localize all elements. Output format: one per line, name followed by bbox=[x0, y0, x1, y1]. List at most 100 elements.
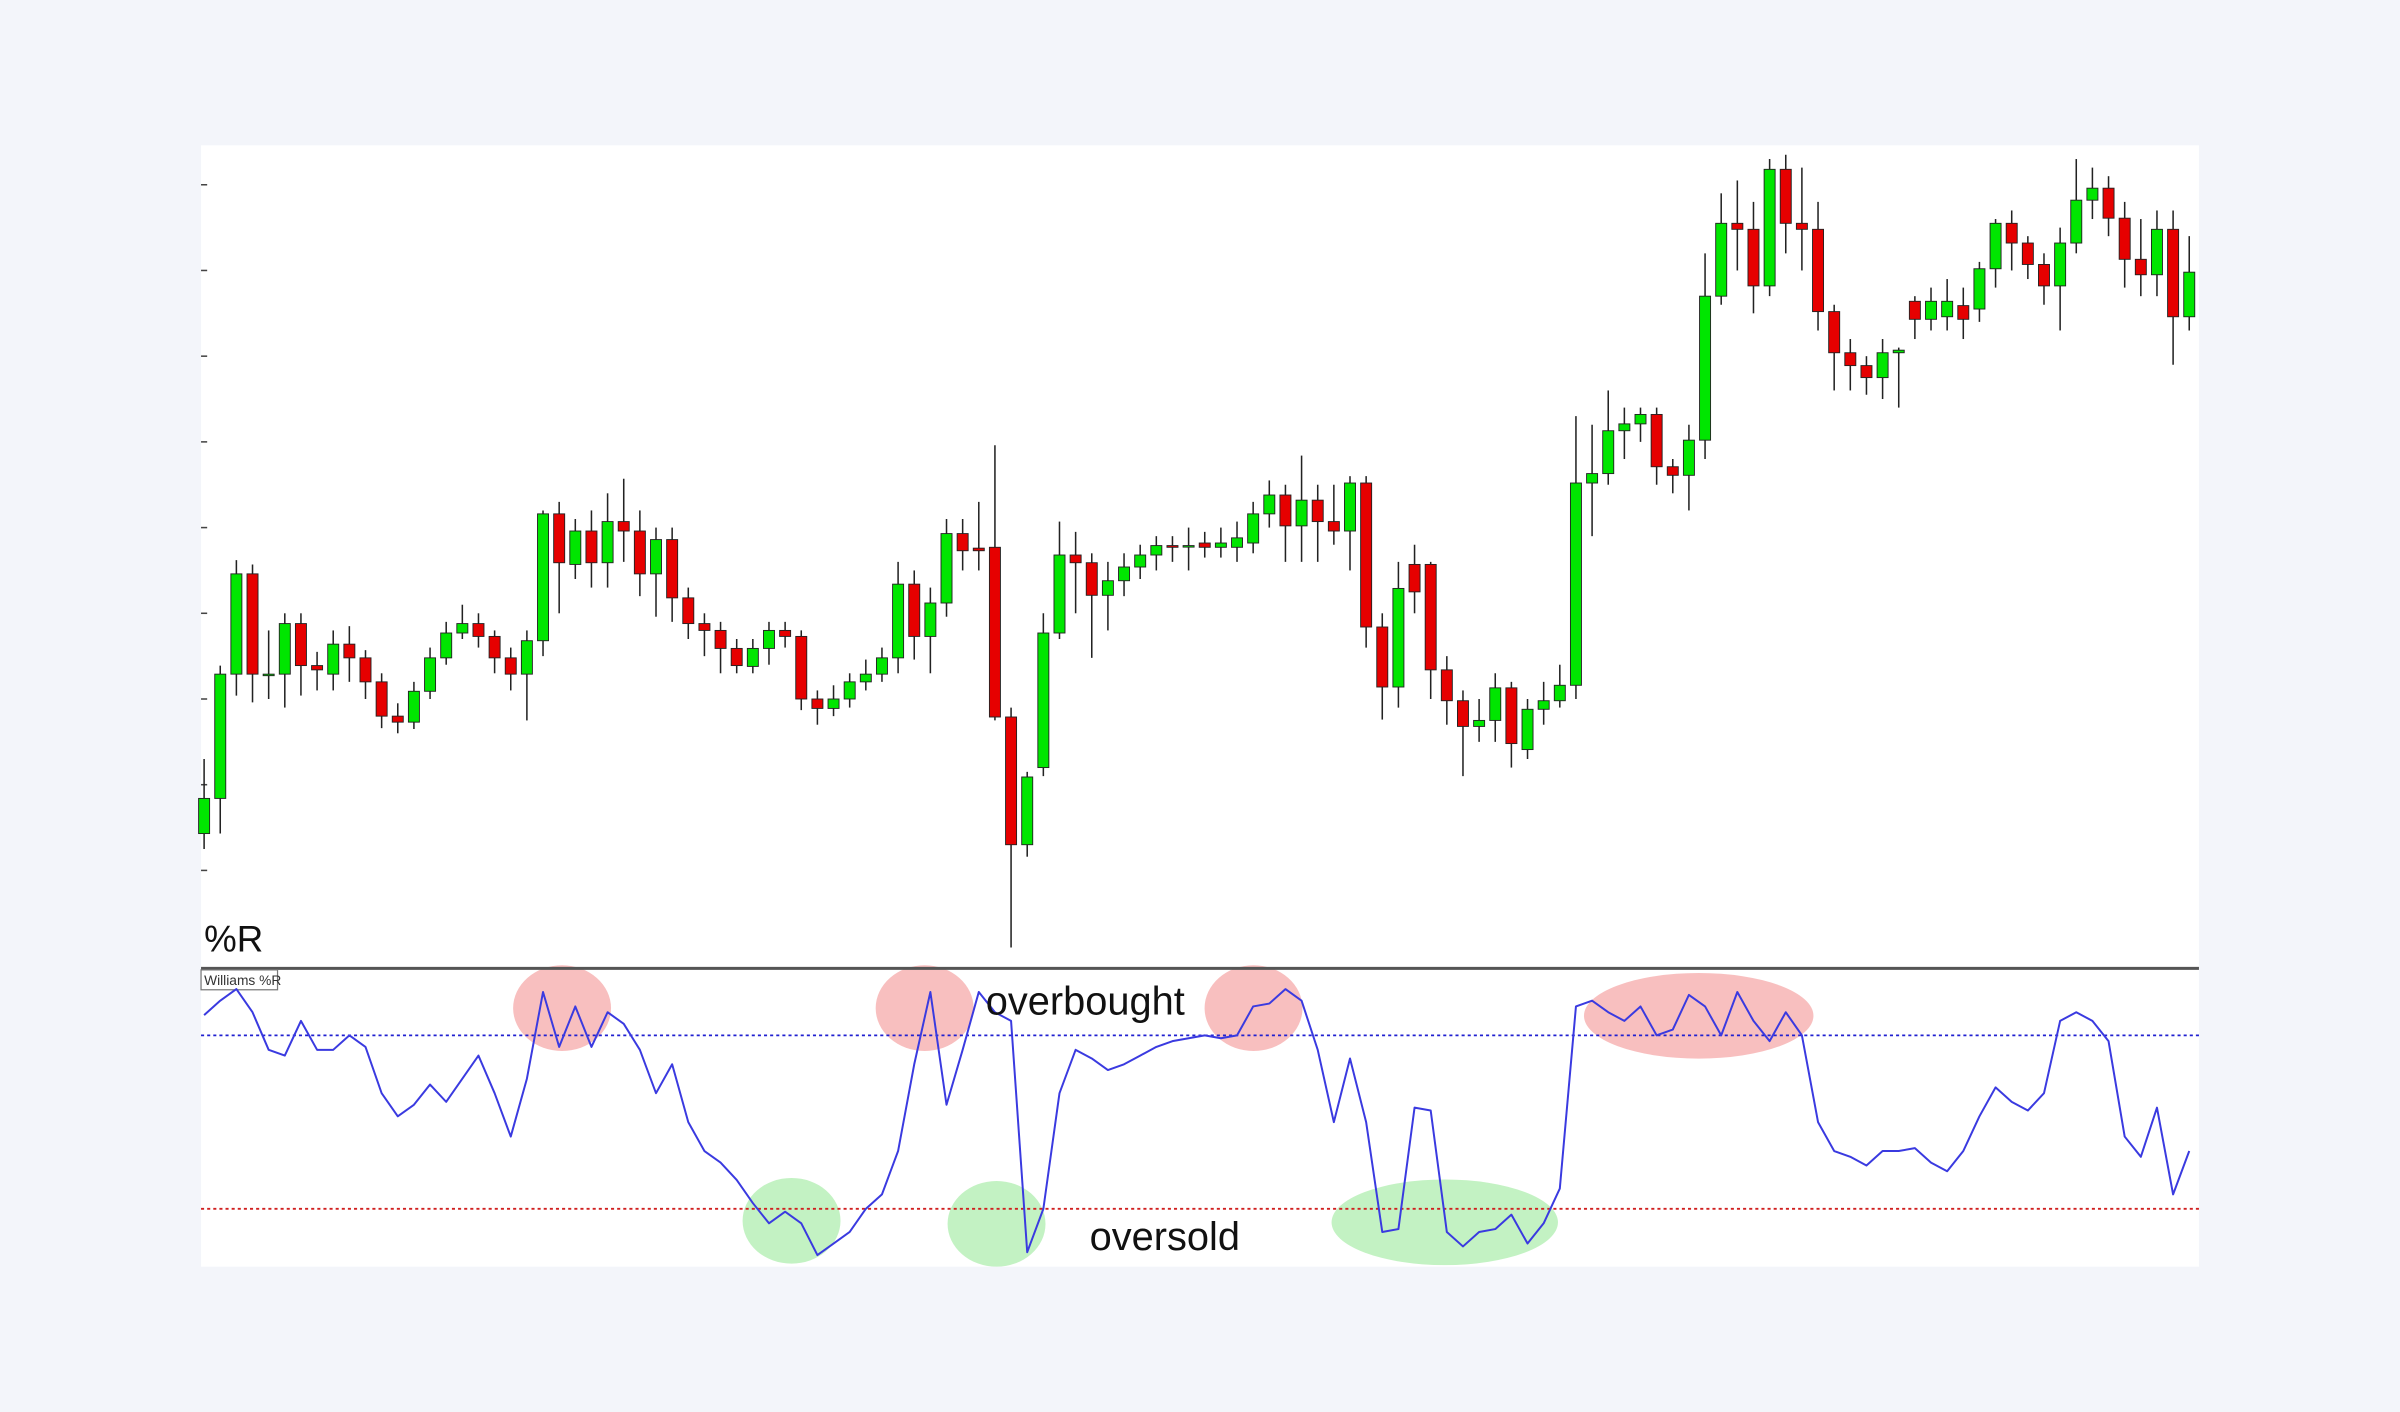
candle-body bbox=[795, 635, 808, 700]
candle-body bbox=[1440, 669, 1453, 702]
candle-body bbox=[988, 546, 1001, 718]
candle-body bbox=[1666, 466, 1679, 476]
candle-body bbox=[2134, 258, 2147, 276]
candle-body bbox=[908, 583, 921, 637]
candle-body bbox=[214, 673, 227, 799]
candle-body bbox=[1925, 300, 1937, 320]
candle-body bbox=[2183, 271, 2196, 318]
candle-body bbox=[1618, 423, 1631, 432]
candle-body bbox=[2070, 199, 2083, 244]
candle-body bbox=[859, 673, 872, 683]
candle-body bbox=[585, 530, 598, 564]
candle-body bbox=[972, 547, 985, 552]
candle-body bbox=[1828, 311, 1841, 354]
candle-body bbox=[2086, 187, 2099, 201]
marks bbox=[198, 154, 2199, 1257]
annotation: oversold bbox=[1090, 1215, 1240, 1259]
candle-body bbox=[1715, 222, 1728, 297]
candle-body bbox=[1263, 494, 1276, 515]
candle-body bbox=[666, 539, 679, 599]
plot-area bbox=[201, 145, 2199, 1267]
candle-body bbox=[1553, 684, 1566, 702]
candle-body bbox=[1682, 439, 1695, 476]
candle-body bbox=[375, 681, 388, 717]
candle-body bbox=[1747, 228, 1760, 287]
candle-body bbox=[811, 698, 824, 709]
candle-body bbox=[1812, 228, 1825, 313]
candle-body bbox=[569, 530, 582, 565]
candle-body bbox=[262, 673, 275, 677]
candle-body bbox=[827, 698, 840, 709]
candle-body bbox=[1101, 580, 1114, 596]
legend-label: Williams %R bbox=[204, 973, 281, 988]
candle-body bbox=[1392, 587, 1405, 688]
candle-body bbox=[956, 533, 969, 552]
candle-body bbox=[698, 623, 711, 631]
candle-body bbox=[1537, 700, 1550, 710]
indicator-line bbox=[203, 988, 2191, 1257]
candle-body bbox=[359, 657, 372, 683]
candle-body bbox=[1166, 545, 1179, 548]
candle-body bbox=[601, 521, 614, 564]
candle-body bbox=[2054, 242, 2067, 287]
candle-body bbox=[1344, 482, 1356, 532]
oversold-zone bbox=[742, 1177, 841, 1264]
candle-body bbox=[1795, 222, 1808, 230]
candle-body bbox=[1005, 716, 1018, 846]
candle-body bbox=[1085, 562, 1098, 596]
candle-body bbox=[1118, 566, 1131, 582]
candle-body bbox=[2038, 264, 2050, 287]
candle-body bbox=[1053, 554, 1066, 634]
candle-body bbox=[2118, 217, 2131, 260]
candle-body bbox=[1602, 430, 1615, 475]
candle-body bbox=[1408, 563, 1421, 593]
candle-body bbox=[472, 623, 485, 637]
candle-body bbox=[391, 715, 404, 723]
candle-body bbox=[763, 629, 775, 649]
candle-body bbox=[1182, 545, 1195, 548]
candle-body bbox=[198, 797, 211, 835]
candle-body bbox=[343, 643, 356, 659]
candle-body bbox=[440, 632, 453, 659]
candle-body bbox=[1908, 300, 1921, 320]
overbought-zone bbox=[1204, 965, 1303, 1051]
overbought-zone bbox=[513, 965, 612, 1051]
candle-body bbox=[617, 521, 630, 532]
candle-body bbox=[520, 640, 533, 675]
candle-body bbox=[843, 681, 856, 700]
candle-body bbox=[1941, 300, 1954, 318]
candle-body bbox=[1521, 708, 1534, 751]
candle-body bbox=[1231, 537, 1243, 548]
candle-body bbox=[1295, 499, 1308, 527]
candle-body bbox=[746, 647, 759, 667]
indicator-title: %R bbox=[204, 919, 263, 960]
candle-body bbox=[1327, 521, 1340, 532]
candle-body bbox=[1021, 776, 1034, 846]
candle-body bbox=[779, 629, 792, 637]
candle-body bbox=[730, 647, 743, 667]
candle-body bbox=[1763, 168, 1776, 287]
candle-body bbox=[650, 539, 662, 575]
candle-body bbox=[1311, 499, 1324, 523]
candle-body bbox=[1360, 482, 1373, 628]
candle-body bbox=[1424, 563, 1437, 671]
candle-body bbox=[407, 690, 420, 723]
candle-body bbox=[1699, 295, 1712, 441]
candle-body bbox=[1037, 632, 1050, 769]
candle-body bbox=[892, 583, 905, 659]
candle-body bbox=[924, 602, 937, 637]
candle-body bbox=[1973, 268, 1986, 310]
candle-body bbox=[2167, 228, 2180, 318]
candle-body bbox=[2005, 222, 2018, 244]
candle-body bbox=[940, 533, 953, 604]
candle-body bbox=[1892, 349, 1905, 354]
candle-body bbox=[1505, 687, 1518, 745]
candle-body bbox=[1650, 413, 1663, 468]
overbought-zone bbox=[1583, 972, 1814, 1059]
candle-body bbox=[1473, 719, 1486, 727]
candle-body bbox=[1989, 222, 2002, 270]
candle-body bbox=[504, 657, 517, 675]
candle-body bbox=[2150, 228, 2163, 276]
